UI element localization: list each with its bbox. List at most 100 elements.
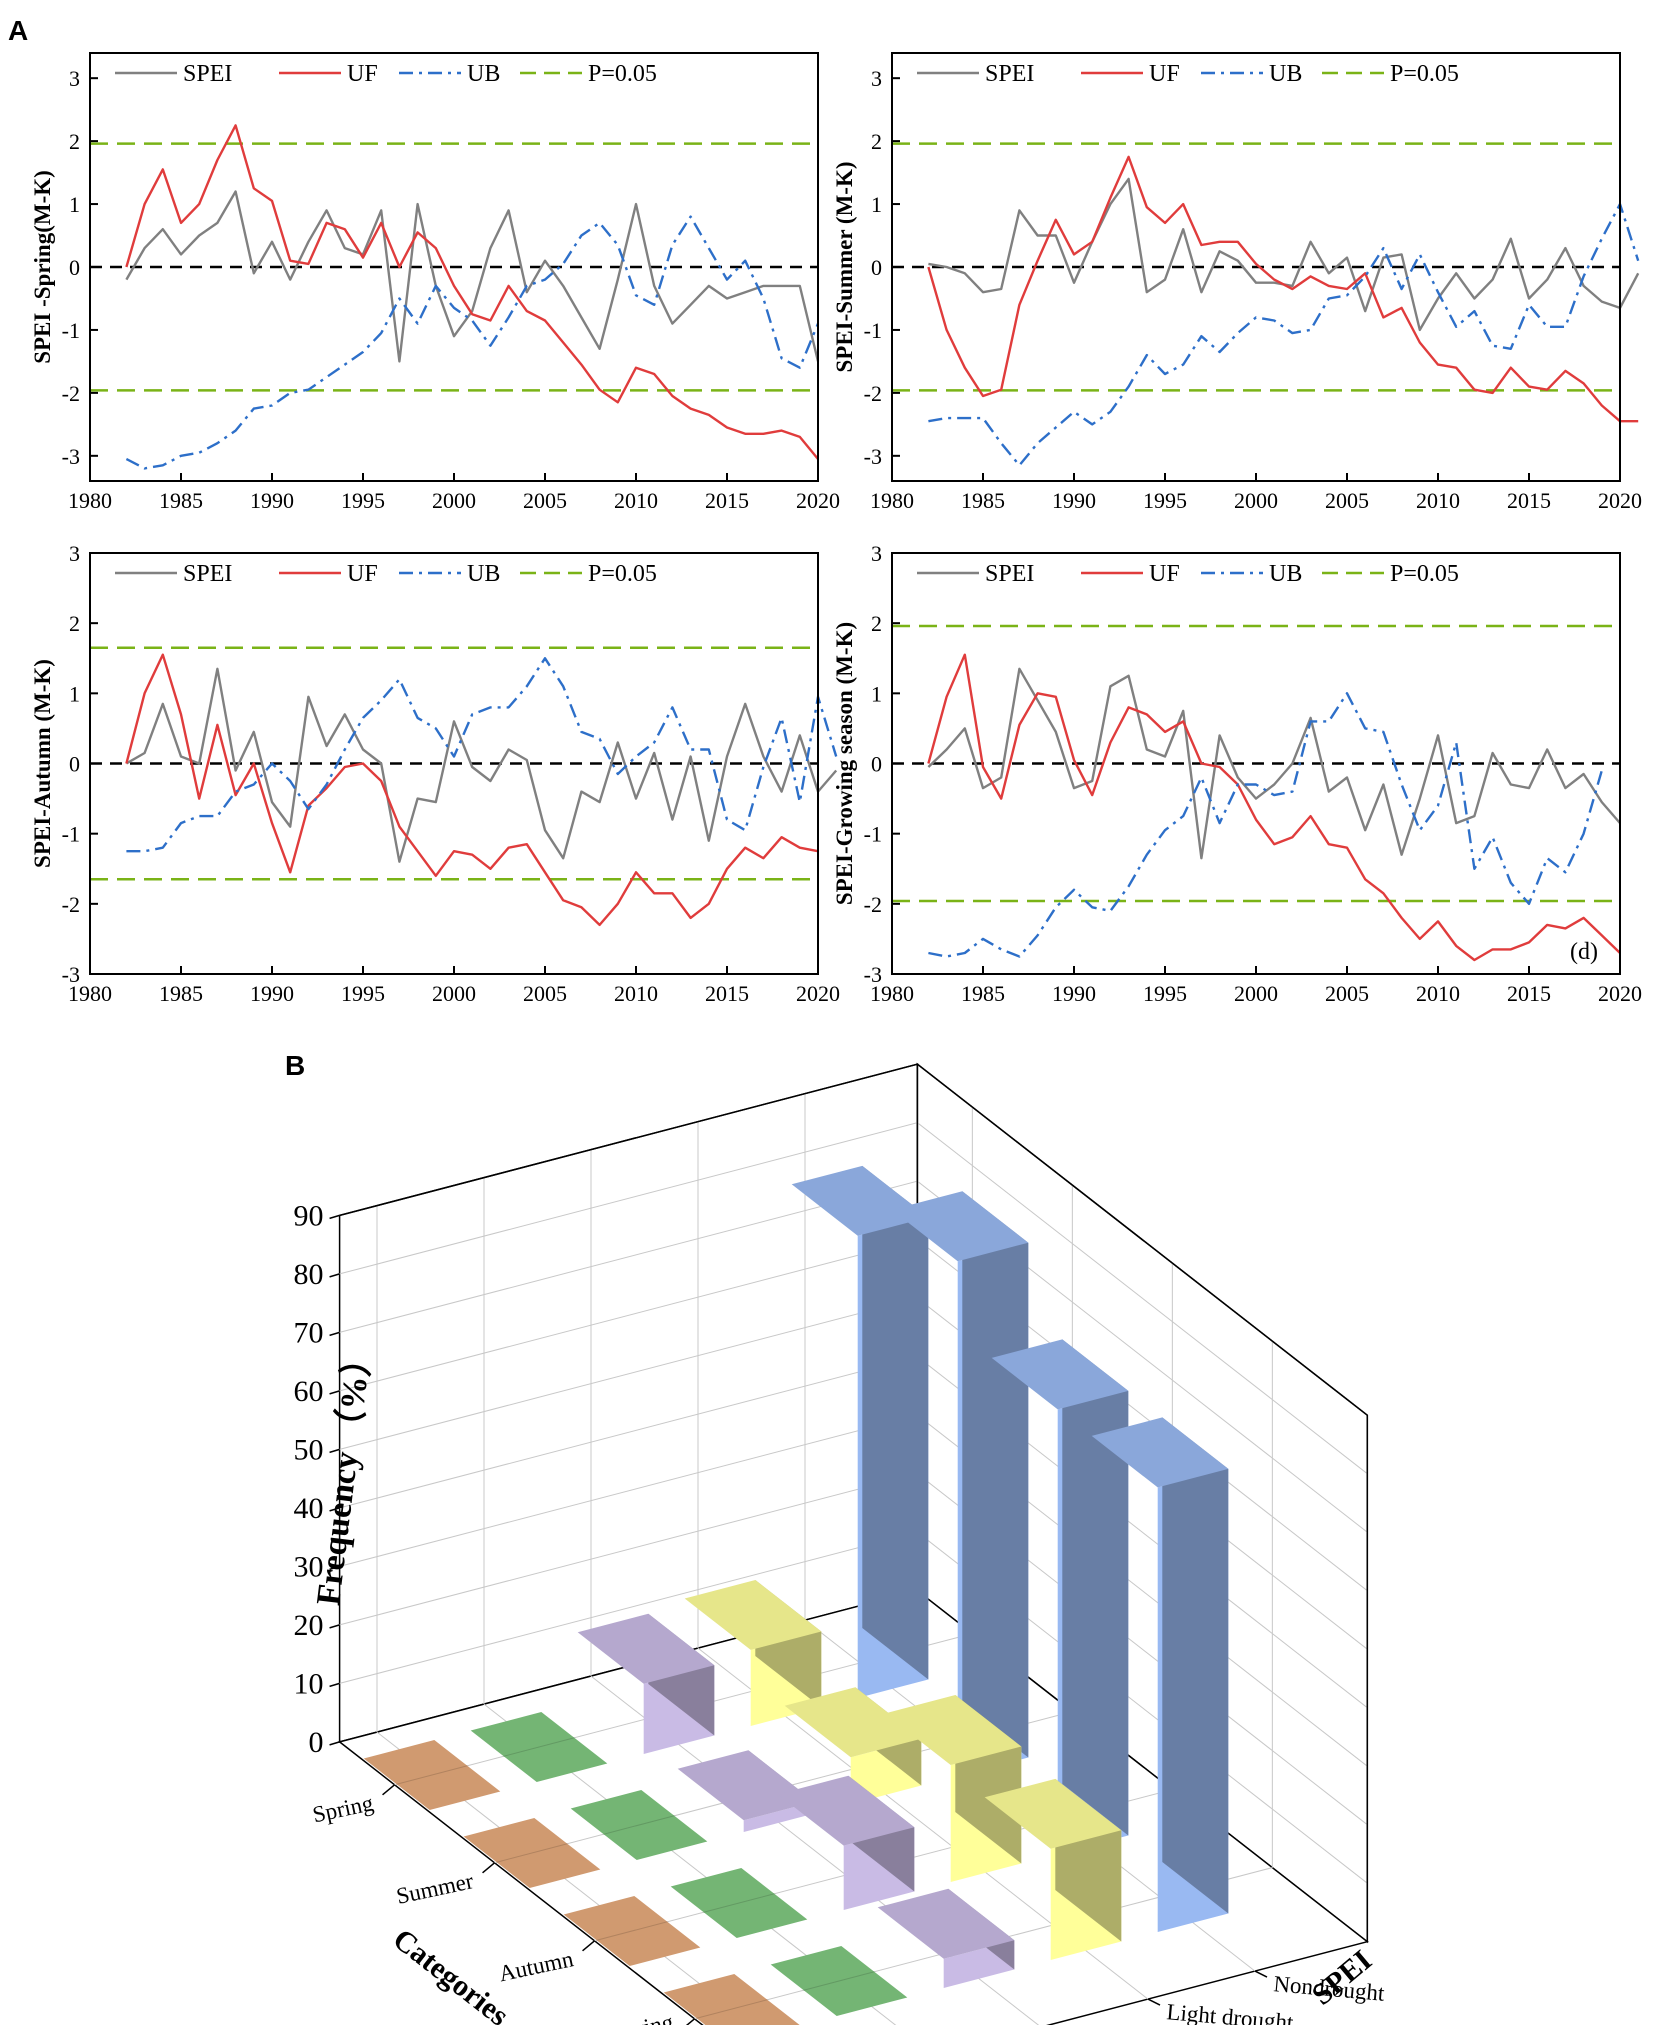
legend-label: UB <box>1269 61 1302 87</box>
x-tick-label: 2015 <box>705 981 749 1006</box>
footprint-gridline <box>503 1737 575 1757</box>
bar-nondrought <box>1091 1417 1229 1932</box>
x-tick-label: 2015 <box>1507 981 1551 1006</box>
x-tick-label: 2015 <box>1507 488 1551 513</box>
bar-moderate-drought <box>577 1613 715 1754</box>
category-tick-mark <box>482 1862 496 1874</box>
bar-moderate-drought <box>777 1775 915 1910</box>
panel-label-a: A <box>8 15 28 46</box>
z-tick-mark <box>329 1448 340 1454</box>
z-tick-mark <box>329 1682 340 1688</box>
series-line-ub <box>928 692 1603 958</box>
x-tick-label: 1985 <box>961 981 1005 1006</box>
class-label: Light drought <box>1166 1999 1295 2025</box>
bar-light-drought <box>784 1687 922 1804</box>
legend-label: P=0.05 <box>1390 61 1459 87</box>
z-tick-label: 30 <box>294 1550 324 1583</box>
series-line-uf <box>125 653 819 927</box>
z-tick-label: 70 <box>294 1316 324 1349</box>
footprint-gridline <box>596 1921 668 1941</box>
y-tick-label: 0 <box>69 255 80 280</box>
z-tick-label: 10 <box>294 1667 324 1700</box>
series-line-ub <box>125 215 820 470</box>
z-tick-label: 0 <box>309 1726 324 1759</box>
z-tick-mark <box>329 1214 340 1220</box>
bar-top-face <box>884 1695 1022 1765</box>
x-tick-label: 2000 <box>1234 488 1278 513</box>
x-tick-label: 2020 <box>1598 981 1642 1006</box>
x-tick-label: 1980 <box>870 488 914 513</box>
line-chart-3: 1980 1985 1990 1995 2000 2005 2010 2015 2020 -3 -2… <box>30 541 840 1006</box>
legend-label: P=0.05 <box>588 61 657 87</box>
z-tick-mark <box>329 1565 340 1571</box>
x-tick-label: 1980 <box>870 981 914 1006</box>
legend-label: UF <box>347 61 378 87</box>
series-line-uf <box>927 653 1621 962</box>
bar-severe-drought <box>770 1946 908 2016</box>
bar-front-face <box>743 1801 815 1832</box>
z-tick-mark <box>329 1624 340 1629</box>
x-tick-label: 1980 <box>68 488 112 513</box>
bar-side-face <box>962 1191 1029 1758</box>
series-line-spei <box>125 667 838 863</box>
bar-top-face <box>677 1750 815 1821</box>
footprint-gridline <box>396 1765 468 1785</box>
legend-label: UB <box>467 561 500 587</box>
z-tick-label: 80 <box>294 1258 324 1291</box>
y-tick-label: -2 <box>864 892 882 917</box>
x-tick-label: 1990 <box>1052 488 1096 513</box>
x-tick-label: 2010 <box>614 981 658 1006</box>
bar-top-face <box>1091 1417 1229 1488</box>
category-axis-title: Categories <box>387 1922 515 2025</box>
y-tick-label: 1 <box>871 192 882 217</box>
line-chart-1: 1980 1985 1990 1995 2000 2005 2010 2015 2020 -3 -2… <box>30 52 840 513</box>
bar-top-face <box>577 1613 715 1684</box>
y-axis-label: SPEI-Growing season (M-K) <box>832 622 857 905</box>
y-tick-label: -3 <box>864 962 882 987</box>
x-tick-label: 1985 <box>961 488 1005 513</box>
bar-extreme-drought <box>363 1740 501 1810</box>
y-axis-label: SPEI -Spring(M-K) <box>30 170 55 364</box>
bar-side-face <box>862 1165 929 1680</box>
series-line-uf <box>125 124 819 460</box>
y-tick-label: 0 <box>69 752 80 777</box>
x-tick-label: 1995 <box>341 981 385 1006</box>
x-tick-label: 2010 <box>1416 488 1460 513</box>
y-tick-label: -1 <box>864 822 882 847</box>
category-label: Summer <box>394 1868 476 1909</box>
footprint-gridline <box>703 1893 775 1913</box>
legend-label: SPEI <box>985 561 1034 587</box>
x-tick-label: 2010 <box>614 488 658 513</box>
y-tick-label: 2 <box>69 611 80 636</box>
footprint-gridline <box>803 1971 875 1991</box>
bar-side-face <box>1162 1417 1229 1914</box>
bar-light-drought <box>884 1695 1022 1882</box>
x-tick-label: 2020 <box>796 488 840 513</box>
bar-top-face <box>777 1775 915 1846</box>
bar-extreme-drought <box>463 1818 601 1888</box>
x-tick-label: 2020 <box>796 981 840 1006</box>
y-tick-label: -2 <box>62 381 80 406</box>
x-tick-label: 1990 <box>250 981 294 1006</box>
x-tick-label: 2020 <box>1598 488 1642 513</box>
legend-label: P=0.05 <box>588 561 657 587</box>
x-tick-label: 2000 <box>1234 981 1278 1006</box>
category-label: Growing <box>590 2009 676 2025</box>
z-tick-mark <box>329 1741 340 1746</box>
x-tick-label: 1995 <box>1143 488 1187 513</box>
bar-severe-drought <box>570 1790 708 1860</box>
frame-edge <box>339 1063 1369 1942</box>
bar-top-face <box>877 1888 1015 1959</box>
x-tick-label: 1985 <box>159 981 203 1006</box>
y-tick-label: -2 <box>62 892 80 917</box>
footprint-gridline <box>603 1815 675 1835</box>
bar-light-drought <box>984 1778 1122 1960</box>
z-tick-label: 50 <box>294 1433 324 1466</box>
x-tick-label: 2010 <box>1416 981 1460 1006</box>
bar-moderate-drought <box>877 1888 1015 1988</box>
series-line-ub <box>126 657 838 853</box>
legend-label: UF <box>1149 61 1180 87</box>
y-tick-label: 0 <box>871 752 882 777</box>
y-axis-label: SPEI-Autumn (M-K) <box>30 659 55 868</box>
footprint-gridline <box>496 1843 568 1863</box>
